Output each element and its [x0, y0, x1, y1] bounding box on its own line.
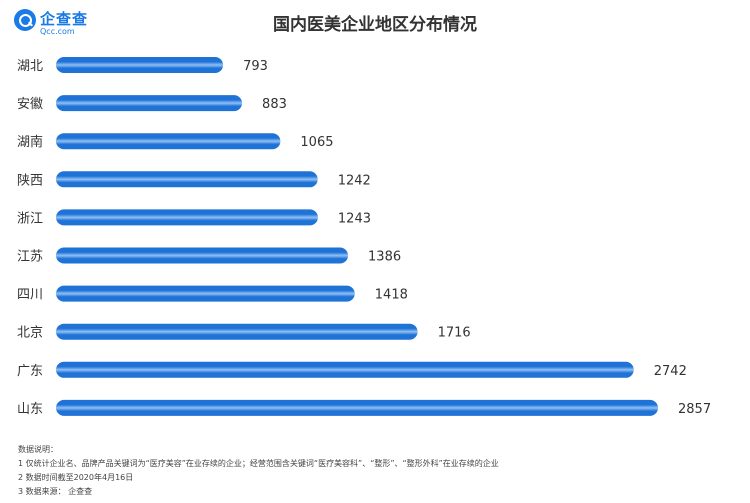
value-label: 2742 [654, 364, 687, 379]
notes-line-2: 2 数据时间截至2020年4月16日 [18, 473, 134, 482]
bar [56, 171, 318, 188]
category-label: 江苏 [17, 249, 43, 265]
bar [56, 399, 658, 416]
category-label: 湖北 [17, 59, 43, 74]
data-notes: 数据说明： 1 仅统计企业名、品牌产品关键词为“医疗美容”在业存续的企业；经营范… [18, 443, 499, 499]
value-label: 1418 [375, 288, 408, 303]
chart-title: 国内医美企业地区分布情况 [273, 15, 477, 35]
value-label: 793 [243, 59, 268, 74]
category-label: 山东 [17, 402, 43, 417]
category-label: 陕西 [17, 173, 43, 188]
bar [56, 247, 349, 264]
category-label: 浙江 [17, 211, 43, 226]
notes-heading: 数据说明： [18, 445, 58, 454]
value-label: 1242 [338, 173, 371, 188]
logo-domain: Qcc.com [40, 27, 75, 36]
notes-line-3: 3 数据来源： 企查查 [18, 487, 93, 496]
value-label: 1386 [368, 250, 401, 265]
magnifier-logo-icon [14, 9, 36, 31]
bar [56, 361, 634, 378]
bar [56, 133, 281, 150]
logo-name: 企查查 [40, 10, 89, 28]
bar [56, 209, 318, 226]
value-label: 2857 [678, 402, 711, 417]
bar [56, 285, 355, 302]
value-label: 1716 [438, 326, 471, 341]
notes-line-1: 1 仅统计企业名、品牌产品关键词为“医疗美容”在业存续的企业；经营范围含关键词“… [18, 459, 499, 468]
bar-chart: 湖北 793 安徽 883 湖南 1065 陕西 1242 浙江 1243 江苏 1386 四川 1418… [17, 57, 711, 417]
category-label: 北京 [17, 326, 43, 341]
bar [56, 95, 243, 112]
bar [56, 323, 418, 340]
logo: 企查查 Qcc.com [14, 8, 124, 38]
value-label: 1243 [338, 211, 371, 226]
value-label: 1065 [300, 135, 333, 150]
category-label: 四川 [17, 288, 43, 303]
bar [56, 57, 224, 73]
category-label: 广东 [17, 364, 43, 379]
value-label: 883 [262, 97, 287, 112]
category-label: 安徽 [17, 97, 43, 112]
category-label: 湖南 [17, 134, 43, 150]
